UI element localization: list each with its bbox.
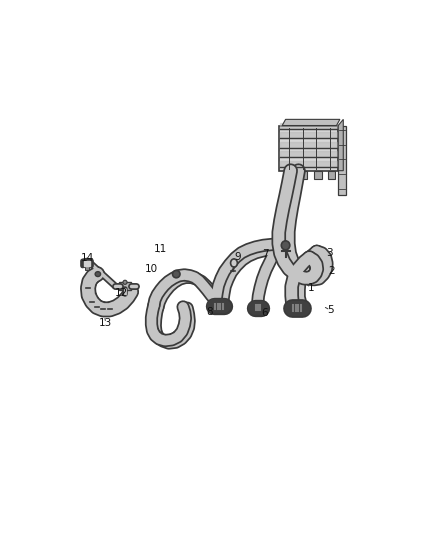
Text: 1: 1 [308,282,314,293]
Circle shape [230,259,237,267]
Polygon shape [338,126,346,195]
Polygon shape [280,151,337,157]
Polygon shape [85,266,88,270]
Text: 10: 10 [145,264,158,274]
Ellipse shape [281,241,290,250]
Text: 5: 5 [327,305,334,315]
Polygon shape [279,126,338,171]
Ellipse shape [123,280,127,284]
Text: 8: 8 [206,307,212,317]
Text: 3: 3 [326,248,333,258]
Ellipse shape [173,270,180,278]
Polygon shape [280,133,337,138]
Ellipse shape [95,272,101,277]
Text: 11: 11 [153,245,166,254]
Polygon shape [119,282,131,290]
Polygon shape [84,261,90,266]
Text: 14: 14 [80,253,94,263]
Polygon shape [282,119,340,126]
Text: 12: 12 [114,288,127,298]
Polygon shape [338,119,343,171]
Text: 7: 7 [262,248,268,259]
Polygon shape [82,260,92,267]
Polygon shape [299,171,307,179]
Text: 2: 2 [328,266,335,276]
Polygon shape [280,123,337,129]
Text: 13: 13 [99,318,112,328]
Polygon shape [280,142,337,148]
Polygon shape [286,171,293,179]
Polygon shape [314,171,322,179]
Polygon shape [328,171,336,179]
Text: 6: 6 [261,309,268,319]
Text: 9: 9 [235,252,241,262]
Polygon shape [280,161,337,166]
